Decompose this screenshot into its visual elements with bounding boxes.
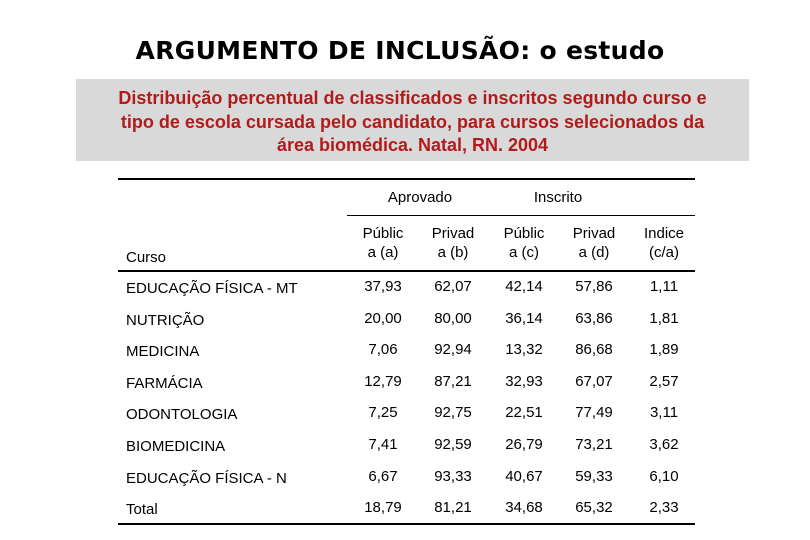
table-cell: 73,21 — [575, 436, 613, 453]
table-cell: 36,14 — [505, 309, 543, 327]
table-cell: 3,62 — [649, 436, 679, 453]
table-cell: 80,00 — [434, 309, 472, 327]
row-label-curso: MEDICINA — [126, 343, 200, 361]
table-cell: 22,51 — [505, 404, 543, 422]
caption-line-2: tipo de escola cursada pelo candidato, p… — [120, 111, 705, 132]
table-cell: 37,93 — [364, 278, 402, 295]
table-cell: 6,67 — [368, 467, 398, 485]
table-cell: 42,14 — [505, 278, 543, 295]
table-cell: 92,94 — [434, 341, 472, 359]
total-cell: 81,21 — [434, 499, 472, 517]
table-cell: 62,07 — [434, 278, 472, 295]
header-bottom-rule — [118, 270, 695, 272]
table-cell: 86,68 — [575, 341, 613, 359]
table-cell: 2,57 — [649, 372, 679, 390]
row-label-curso: NUTRIÇÃO — [126, 311, 205, 329]
table-cell: 77,49 — [575, 404, 613, 422]
total-cell: 65,32 — [575, 499, 613, 517]
col-header-line-2: a (b) — [437, 244, 469, 261]
col-header-line-2: a (c) — [509, 244, 539, 261]
table-cell: 32,93 — [505, 372, 543, 390]
table-top-rule — [118, 178, 695, 180]
col-header-line-2: (c/a) — [649, 244, 679, 261]
total-cell: 2,33 — [649, 499, 679, 517]
caption-line-1: Distribuição percentual de classificados… — [118, 88, 707, 108]
col-header-line-1: Privad — [572, 225, 616, 242]
row-label-curso: FARMÁCIA — [126, 374, 203, 392]
caption-line-3: área biomédica. Natal, RN. 2004 — [276, 135, 549, 155]
total-cell: 34,68 — [505, 499, 543, 517]
table-cell: 1,11 — [649, 278, 679, 295]
table-cell: 6,10 — [649, 467, 679, 485]
table-cell: 20,00 — [364, 309, 402, 327]
table-caption: Distribuição percentual de classificados… — [76, 79, 749, 161]
row-label-curso: EDUCAÇÃO FÍSICA - MT — [126, 280, 298, 297]
col-header-privada-b: Privad a (b) — [419, 224, 487, 262]
table-cell: 1,81 — [649, 309, 679, 327]
col-header-line-2: a (a) — [367, 244, 399, 261]
page-title: ARGUMENTO DE INCLUSÃO: o estudo — [135, 36, 665, 65]
total-row-label: Total — [126, 501, 158, 519]
col-header-publica-c: Públic a (c) — [490, 224, 558, 262]
table-bottom-rule — [118, 523, 695, 525]
table-cell: 3,11 — [649, 404, 679, 422]
table-cell: 93,33 — [434, 467, 472, 485]
col-header-line-2: a (d) — [578, 244, 610, 261]
col-header-privada-d: Privad a (d) — [560, 224, 628, 262]
table-cell: 40,67 — [505, 467, 543, 485]
total-cell: 18,79 — [364, 499, 402, 517]
table-cell: 7,41 — [368, 436, 398, 453]
table-cell: 57,86 — [575, 278, 613, 295]
table-cell: 59,33 — [575, 467, 613, 485]
table-cell: 7,06 — [368, 341, 398, 359]
table-cell: 13,32 — [505, 341, 543, 359]
row-label-curso: ODONTOLOGIA — [126, 406, 238, 424]
row-label-curso: BIOMEDICINA — [126, 438, 226, 455]
col-header-line-1: Indice — [643, 225, 685, 242]
col-header-line-1: Públic — [362, 225, 404, 242]
col-header-line-1: Públic — [503, 225, 545, 242]
row-label-curso: EDUCAÇÃO FÍSICA - N — [126, 469, 287, 487]
table-cell: 87,21 — [434, 372, 472, 390]
row-header-curso: Curso — [126, 249, 167, 266]
group-header-aprovado: Aprovado — [387, 189, 453, 206]
col-header-line-1: Privad — [431, 225, 475, 242]
table-cell: 67,07 — [575, 372, 613, 390]
table-cell: 63,86 — [575, 309, 613, 327]
col-header-publica-a: Públic a (a) — [349, 224, 417, 262]
table-cell: 92,75 — [434, 404, 472, 422]
table-cell: 92,59 — [434, 436, 472, 453]
table-cell: 26,79 — [505, 436, 543, 453]
table-cell: 12,79 — [364, 372, 402, 390]
table-cell: 7,25 — [368, 404, 398, 422]
group-header-rule — [347, 215, 695, 216]
col-header-indice: Indice (c/a) — [630, 224, 698, 262]
table-cell: 1,89 — [649, 341, 679, 359]
group-header-inscrito: Inscrito — [533, 189, 583, 206]
